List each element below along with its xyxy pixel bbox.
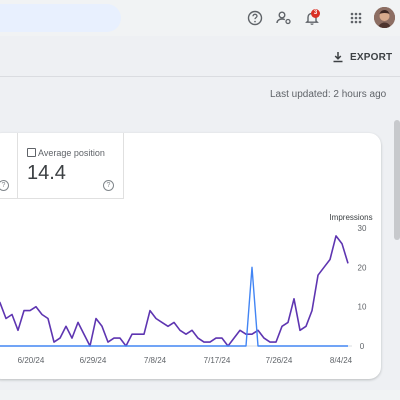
x-tick-label: 7/17/24 bbox=[204, 356, 231, 365]
last-updated-text: Last updated: 2 hours ago bbox=[270, 89, 387, 100]
x-tick-label: 6/20/24 bbox=[18, 356, 45, 365]
y-tick-label: 20 bbox=[358, 263, 367, 272]
download-icon bbox=[333, 52, 343, 63]
top-bar: 3 bbox=[0, 0, 400, 36]
x-tick-label: 8/4/24 bbox=[330, 356, 353, 365]
help-icon[interactable] bbox=[245, 8, 265, 28]
x-tick-label: 7/26/24 bbox=[266, 356, 293, 365]
page-footer-strip bbox=[0, 390, 400, 400]
export-label: EXPORT bbox=[350, 51, 393, 63]
search-bar[interactable] bbox=[0, 4, 121, 32]
avatar[interactable] bbox=[374, 7, 395, 28]
metric-label-average-position: Average position bbox=[38, 148, 105, 158]
help-icon[interactable]: ? bbox=[103, 180, 114, 191]
toolbar-divider bbox=[0, 76, 400, 77]
y-axis-title: Impressions bbox=[329, 213, 372, 222]
manage-users-icon[interactable] bbox=[274, 8, 294, 28]
y-tick-label: 30 bbox=[358, 224, 367, 233]
apps-grid-icon[interactable] bbox=[346, 8, 366, 28]
page-scrollbar[interactable] bbox=[394, 120, 400, 240]
export-button[interactable]: EXPORT bbox=[332, 48, 392, 66]
x-tick-label: 7/8/24 bbox=[144, 356, 167, 365]
user-photo-icon bbox=[374, 7, 395, 28]
performance-card bbox=[0, 133, 381, 379]
series-line-0 bbox=[0, 235, 349, 347]
y-tick-label: 0 bbox=[360, 342, 365, 351]
x-tick-label: 6/29/24 bbox=[80, 356, 107, 365]
series-line-1 bbox=[0, 266, 348, 347]
average-position-checkbox[interactable] bbox=[27, 148, 36, 157]
metric-tile-average-position[interactable] bbox=[17, 133, 124, 199]
notification-badge: 3 bbox=[311, 9, 320, 18]
metric-value-average-position: 14.4 bbox=[27, 162, 66, 184]
help-icon[interactable]: ? bbox=[0, 180, 9, 191]
y-tick-label: 10 bbox=[358, 303, 367, 312]
